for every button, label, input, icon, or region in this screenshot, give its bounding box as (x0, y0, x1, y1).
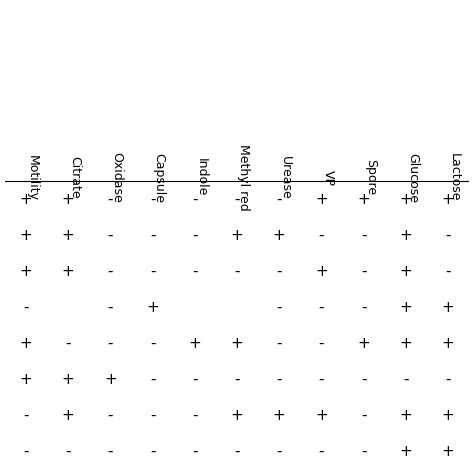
Text: +: + (273, 228, 286, 243)
Text: -: - (65, 336, 71, 351)
Text: +: + (273, 408, 286, 423)
Text: Urease: Urease (279, 155, 292, 200)
Text: -: - (192, 372, 198, 387)
Text: -: - (361, 264, 366, 279)
Text: +: + (400, 336, 412, 351)
Text: -: - (361, 372, 366, 387)
Text: +: + (400, 300, 412, 315)
Text: -: - (234, 444, 240, 459)
Text: +: + (442, 192, 455, 207)
Text: +: + (442, 408, 455, 423)
Text: -: - (23, 408, 28, 423)
Text: -: - (23, 300, 28, 315)
Text: -: - (150, 192, 155, 207)
Text: +: + (19, 264, 32, 279)
Text: -: - (234, 192, 240, 207)
Text: +: + (400, 408, 412, 423)
Text: -: - (108, 444, 113, 459)
Text: -: - (234, 372, 240, 387)
Text: +: + (400, 192, 412, 207)
Text: +: + (62, 228, 74, 243)
Text: +: + (442, 444, 455, 459)
Text: +: + (315, 408, 328, 423)
Text: -: - (23, 444, 28, 459)
Text: -: - (276, 372, 282, 387)
Text: -: - (192, 264, 198, 279)
Text: +: + (442, 300, 455, 315)
Text: -: - (276, 264, 282, 279)
Text: +: + (315, 192, 328, 207)
Text: -: - (361, 408, 366, 423)
Text: +: + (19, 228, 32, 243)
Text: Motility: Motility (26, 155, 39, 201)
Text: Capsule: Capsule (153, 153, 165, 202)
Text: +: + (400, 444, 412, 459)
Text: Glucose: Glucose (406, 153, 419, 202)
Text: Citrate: Citrate (68, 156, 81, 199)
Text: -: - (319, 300, 324, 315)
Text: +: + (62, 408, 74, 423)
Text: +: + (62, 264, 74, 279)
Text: +: + (19, 336, 32, 351)
Text: -: - (276, 192, 282, 207)
Text: +: + (400, 264, 412, 279)
Text: -: - (446, 228, 451, 243)
Text: +: + (357, 192, 370, 207)
Text: -: - (150, 264, 155, 279)
Text: -: - (192, 444, 198, 459)
Text: -: - (361, 228, 366, 243)
Text: +: + (19, 372, 32, 387)
Text: +: + (62, 372, 74, 387)
Text: -: - (361, 444, 366, 459)
Text: +: + (146, 300, 159, 315)
Text: -: - (319, 228, 324, 243)
Text: +: + (442, 336, 455, 351)
Text: -: - (234, 264, 240, 279)
Text: +: + (231, 228, 243, 243)
Text: -: - (150, 408, 155, 423)
Text: -: - (108, 300, 113, 315)
Text: +: + (62, 192, 74, 207)
Text: +: + (104, 372, 117, 387)
Text: -: - (108, 228, 113, 243)
Text: -: - (319, 444, 324, 459)
Text: -: - (192, 228, 198, 243)
Text: +: + (400, 228, 412, 243)
Text: -: - (192, 192, 198, 207)
Text: +: + (19, 192, 32, 207)
Text: -: - (361, 300, 366, 315)
Text: -: - (108, 408, 113, 423)
Text: -: - (276, 300, 282, 315)
Text: Spore: Spore (364, 159, 377, 196)
Text: -: - (65, 444, 71, 459)
Text: +: + (231, 408, 243, 423)
Text: +: + (231, 336, 243, 351)
Text: +: + (315, 264, 328, 279)
Text: Oxidase: Oxidase (110, 152, 123, 203)
Text: -: - (276, 444, 282, 459)
Text: -: - (150, 336, 155, 351)
Text: -: - (403, 372, 409, 387)
Text: -: - (446, 372, 451, 387)
Text: -: - (108, 264, 113, 279)
Text: Indole: Indole (195, 158, 208, 197)
Text: -: - (192, 408, 198, 423)
Text: -: - (150, 228, 155, 243)
Text: +: + (188, 336, 201, 351)
Text: -: - (108, 336, 113, 351)
Text: -: - (319, 372, 324, 387)
Text: -: - (276, 336, 282, 351)
Text: Lactose: Lactose (448, 153, 461, 202)
Text: Methyl red: Methyl red (237, 144, 250, 211)
Text: -: - (446, 264, 451, 279)
Text: +: + (357, 336, 370, 351)
Text: -: - (108, 192, 113, 207)
Text: VP: VP (321, 170, 335, 185)
Text: -: - (150, 372, 155, 387)
Text: -: - (150, 444, 155, 459)
Text: -: - (319, 336, 324, 351)
